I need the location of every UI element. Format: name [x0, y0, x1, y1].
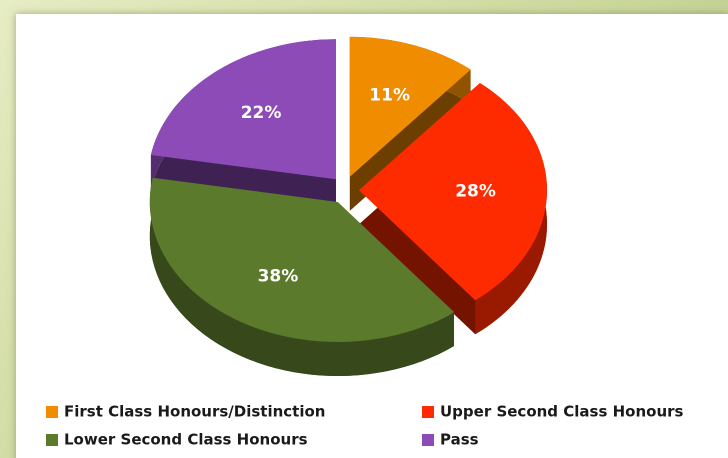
pie: 11% 28% 38% 22%: [149, 36, 547, 376]
slice-label: 28%: [455, 182, 496, 202]
slice-label: 22%: [241, 103, 282, 123]
legend-swatch: [46, 434, 58, 446]
slice-label: 38%: [258, 266, 299, 286]
legend-label: Lower Second Class Honours: [64, 431, 308, 449]
slice: [349, 36, 471, 177]
legend-swatch: [46, 406, 58, 418]
legend-swatch: [422, 434, 434, 446]
slice-side: [149, 177, 455, 376]
slice-label: 11%: [369, 85, 410, 105]
legend-label: Pass: [440, 431, 479, 449]
slice: [150, 39, 337, 180]
legend-label: First Class Honours/Distinction: [64, 403, 325, 421]
slice: [358, 82, 547, 301]
legend-swatch: [422, 406, 434, 418]
legend-label: Upper Second Class Honours: [440, 403, 684, 421]
slice: [149, 177, 455, 342]
legend: First Class Honours/Distinction Upper Sec…: [46, 403, 684, 449]
